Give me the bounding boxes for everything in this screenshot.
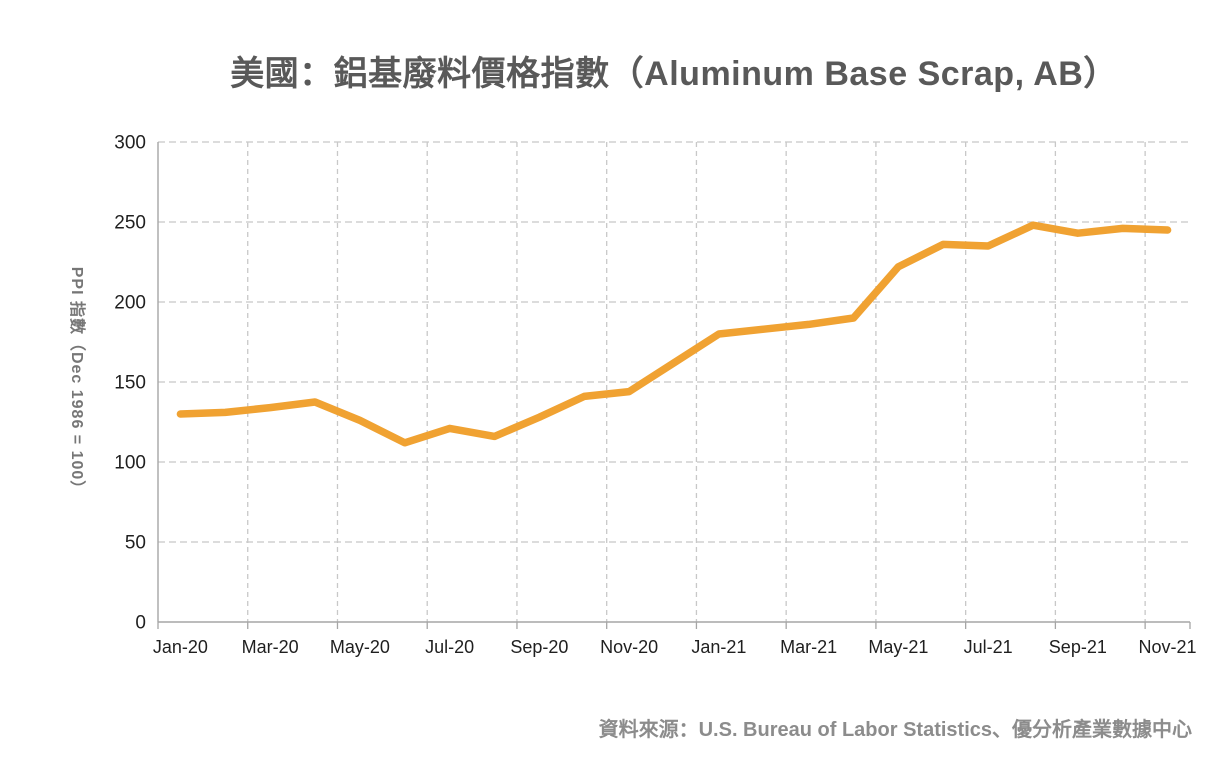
y-tick-label: 150 — [114, 373, 146, 394]
y-tick-label: 0 — [135, 613, 146, 634]
chart-title: 美國：鋁基廢料價格指數（Aluminum Base Scrap, AB） — [230, 55, 1118, 93]
y-tick-label: 200 — [114, 293, 146, 314]
x-tick-label: Mar-21 — [780, 637, 837, 657]
x-tick-label: Mar-20 — [242, 637, 299, 657]
x-tick-label: Sep-21 — [1049, 637, 1107, 657]
x-tick-label: Jan-21 — [691, 637, 746, 657]
x-tick-label: Jul-20 — [425, 637, 474, 657]
x-tick-label: Nov-20 — [600, 637, 658, 657]
y-axis-title: PPI 指數（Dec 1986 = 100） — [68, 267, 87, 498]
x-tick-label: May-20 — [330, 637, 390, 657]
y-tick-label: 300 — [114, 133, 146, 154]
y-tick-label: 250 — [114, 213, 146, 234]
ppi-series-line — [176, 221, 1172, 447]
y-tick-label: 100 — [114, 453, 146, 474]
source-note: 資料來源：U.S. Bureau of Labor Statistics、優分析… — [598, 719, 1192, 741]
x-tick-label: May-21 — [868, 637, 928, 657]
x-tick-label: Sep-20 — [510, 637, 568, 657]
y-tick-label: 50 — [125, 533, 146, 554]
x-tick-label: Jan-20 — [153, 637, 208, 657]
x-tick-label: Nov-21 — [1139, 637, 1197, 657]
x-tick-label: Jul-21 — [964, 637, 1013, 657]
